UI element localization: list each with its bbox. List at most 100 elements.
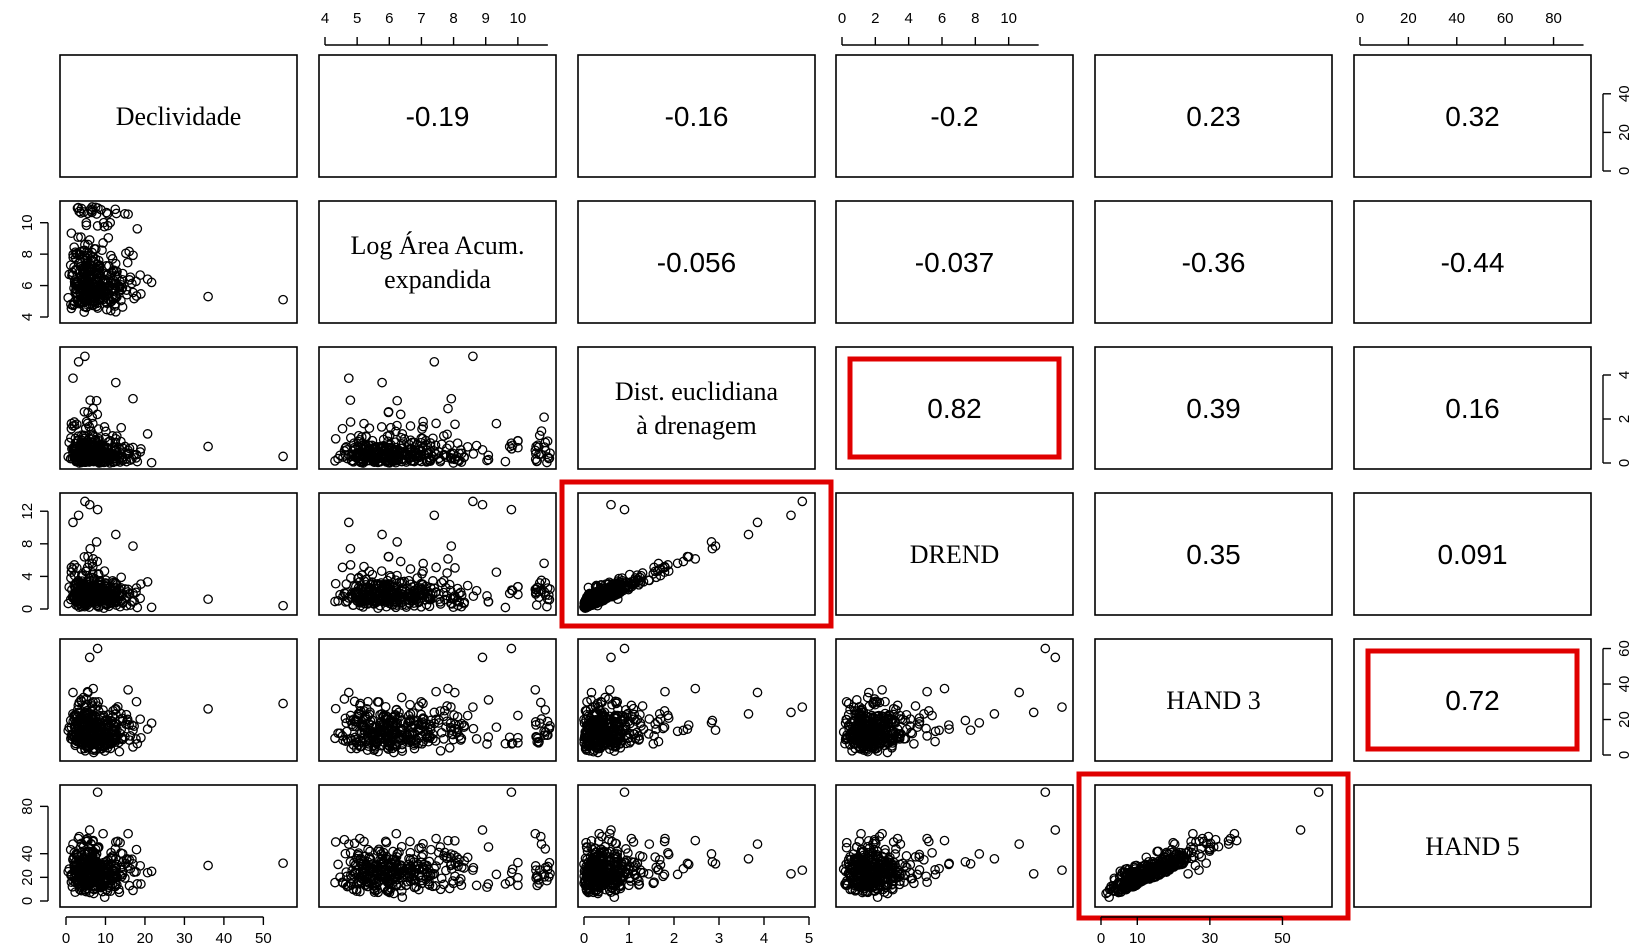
data-point <box>88 280 98 290</box>
data-point <box>125 455 136 465</box>
data-point <box>84 444 95 455</box>
data-point <box>66 303 77 314</box>
correlation-value: -0.36 <box>1182 247 1246 278</box>
panel-frame <box>1353 638 1592 762</box>
data-point <box>376 422 387 432</box>
data-point <box>397 429 408 439</box>
data-point <box>102 209 113 219</box>
data-point <box>103 232 114 243</box>
panel-frame <box>577 346 816 470</box>
variable-label-declividade: Declividade <box>116 102 242 131</box>
data-point <box>482 455 492 466</box>
data-point <box>445 452 456 463</box>
data-point <box>79 406 90 417</box>
data-point <box>142 429 153 439</box>
data-point <box>121 248 131 259</box>
data-point <box>64 269 75 280</box>
panel-frame <box>1353 784 1592 908</box>
data-point <box>122 289 132 300</box>
data-point <box>81 217 92 228</box>
data-point <box>110 204 121 215</box>
data-point <box>383 407 394 418</box>
data-point <box>127 278 137 289</box>
data-point <box>101 207 112 218</box>
data-point <box>79 301 90 312</box>
data-point <box>542 436 553 447</box>
data-point <box>136 289 146 299</box>
data-point <box>123 209 133 220</box>
data-point <box>343 373 354 384</box>
panel-frame <box>1094 54 1333 178</box>
panel-frame <box>1353 492 1592 616</box>
correlation-value: 0.35 <box>1186 539 1241 570</box>
data-point <box>90 244 101 254</box>
data-point <box>450 419 460 430</box>
data-point <box>70 247 81 258</box>
data-point <box>80 446 91 456</box>
data-point <box>92 409 103 420</box>
correlation-value: 0.16 <box>1445 393 1500 424</box>
data-point <box>392 420 402 431</box>
correlation-value: -0.056 <box>657 247 736 278</box>
correlation-value: 0.39 <box>1186 393 1241 424</box>
data-point <box>117 268 128 279</box>
data-point <box>122 257 133 268</box>
data-point <box>110 306 121 317</box>
data-point <box>142 274 153 285</box>
data-point <box>90 453 101 464</box>
data-point <box>63 451 74 462</box>
panel-frame <box>835 54 1074 178</box>
data-point <box>436 439 447 450</box>
data-point <box>116 453 127 463</box>
data-point <box>76 232 86 242</box>
correlation-value: -0.037 <box>915 247 994 278</box>
data-point <box>396 439 407 449</box>
data-point <box>111 266 122 277</box>
correlation-value: -0.44 <box>1441 247 1505 278</box>
data-point <box>530 454 541 465</box>
data-point <box>85 299 96 310</box>
data-point <box>431 418 441 429</box>
data-point <box>69 445 79 455</box>
data-point <box>77 283 88 294</box>
data-point <box>90 282 100 292</box>
data-point <box>103 437 113 448</box>
data-point <box>110 443 120 454</box>
data-point <box>110 433 121 444</box>
variable-label-hand-3: HAND 3 <box>1166 686 1261 715</box>
data-point <box>203 291 213 302</box>
data-point <box>128 393 138 404</box>
data-point <box>124 448 135 459</box>
data-point <box>81 416 92 427</box>
correlation-value: 0.091 <box>1437 539 1507 570</box>
data-point <box>534 449 544 460</box>
panel-frame <box>835 346 1074 470</box>
panel-frame <box>1094 638 1333 762</box>
data-point <box>131 291 142 301</box>
panel-frame <box>577 54 816 178</box>
data-point <box>73 356 84 367</box>
data-point <box>278 294 288 305</box>
data-point <box>402 450 413 461</box>
data-point <box>66 423 77 434</box>
data-point <box>72 203 83 214</box>
data-point <box>101 261 112 271</box>
data-point <box>146 457 157 468</box>
data-point <box>73 258 84 269</box>
panel-frame <box>1094 346 1333 470</box>
data-point <box>110 377 121 388</box>
variable-label-dist-euclidiana-a-drenagem: à drenagem <box>636 411 757 440</box>
data-point <box>330 456 340 466</box>
correlation-value: -0.16 <box>665 101 729 132</box>
data-point <box>97 451 108 461</box>
data-point <box>86 426 96 436</box>
data-point <box>85 250 96 261</box>
data-point <box>87 202 97 212</box>
data-point <box>85 395 96 406</box>
data-point <box>116 422 127 433</box>
data-point <box>120 208 130 219</box>
data-point <box>82 290 93 300</box>
panel-frame <box>1353 346 1592 470</box>
data-point <box>443 403 453 414</box>
